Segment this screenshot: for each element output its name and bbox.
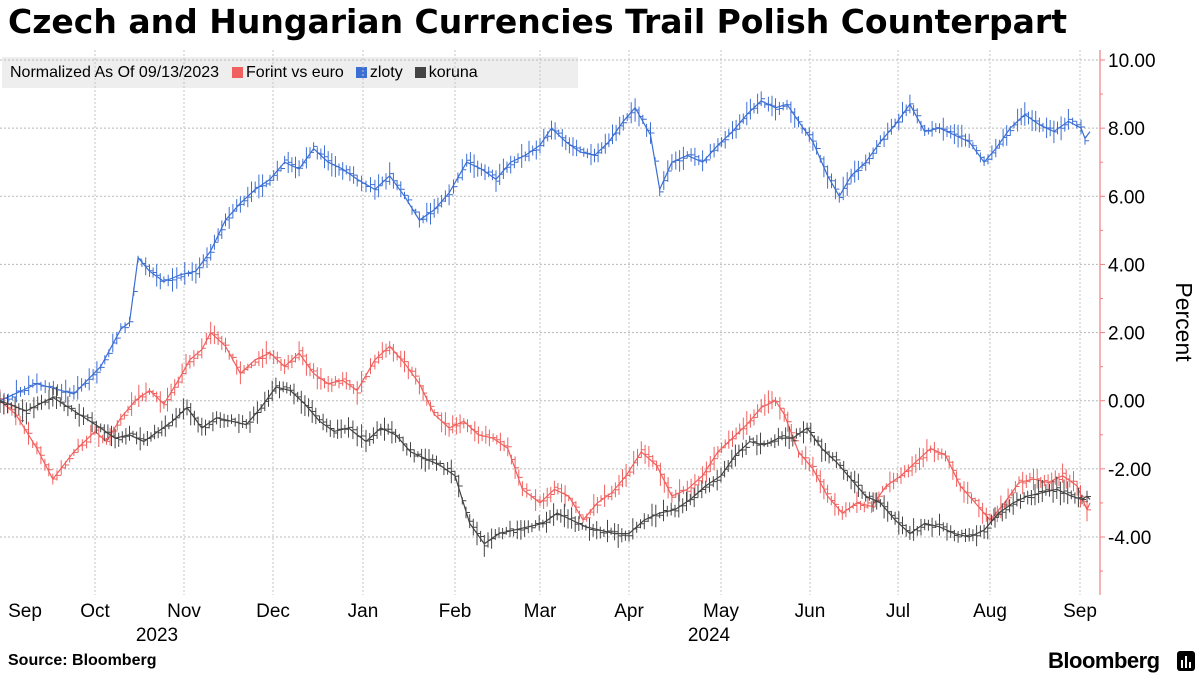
x-tick-label: Oct [80, 601, 110, 622]
legend-item-forint: Forint vs euro [232, 64, 344, 82]
legend-swatch-forint [232, 67, 244, 78]
legend-swatch-zloty [355, 67, 367, 78]
series-koruna [0, 377, 1091, 557]
x-tick-label: Nov [167, 601, 201, 622]
x-tick-label: Feb [439, 601, 472, 622]
series-line-koruna [0, 386, 1091, 545]
x-tick-label: Sep [8, 601, 42, 622]
x-year-label: 2023 [136, 625, 178, 646]
gridlines [0, 50, 1100, 595]
y-tick-label: 2.00 [1108, 324, 1145, 345]
legend-label-forint: Forint vs euro [246, 63, 344, 81]
legend-label-koruna: koruna [428, 63, 478, 81]
legend-item-zloty: zloty [355, 63, 403, 82]
y-tick-label: 4.00 [1108, 255, 1145, 276]
series-forint-vs-euro [0, 321, 1091, 525]
y-tick-label: 10.00 [1108, 51, 1156, 72]
y-tick-label: 0.00 [1108, 392, 1145, 413]
y-tick-label: 8.00 [1108, 119, 1145, 140]
y-tick-label: -4.00 [1108, 528, 1151, 549]
series-line-zloty [0, 100, 1091, 402]
y-tick-label: -2.00 [1108, 460, 1151, 481]
x-tick-label: Jun [795, 601, 826, 622]
legend-label-zloty: zloty [369, 63, 403, 81]
series-zloty [0, 91, 1091, 413]
x-tick-label: Dec [256, 601, 290, 622]
y-axis-title: Percent [1171, 282, 1197, 362]
x-tick-label: Sep [1063, 601, 1097, 622]
series-line-forint-vs-euro [0, 331, 1091, 522]
x-tick-label: Apr [614, 601, 644, 622]
x-tick-label: Jul [886, 601, 910, 622]
bloomberg-logo: Bloomberg [1048, 648, 1160, 673]
y-axis [1099, 50, 1105, 595]
x-tick-label: Jan [348, 601, 379, 622]
x-tick-label: Aug [973, 601, 1007, 622]
axis-ticks: 10.00 8.00 6.00 4.00 2.00 0.00 -2.00 -4.00 Perce… [8, 51, 1197, 646]
legend-swatch-koruna [414, 67, 426, 78]
series-bars-zloty [0, 91, 1089, 413]
y-tick-label: 6.00 [1108, 187, 1145, 208]
x-tick-label: Mar [524, 601, 557, 622]
legend-normalization-label: Normalized As Of 09/13/2023 [10, 63, 220, 81]
source-note: Source: Bloomberg [8, 652, 157, 669]
bloomberg-chart-icon [1177, 651, 1195, 671]
x-tick-label: May [703, 601, 739, 622]
x-year-label: 2024 [688, 625, 731, 646]
chart-title: Czech and Hungarian Currencies Trail Pol… [8, 2, 1067, 41]
series-bars-forint-vs-euro [0, 321, 1091, 525]
legend: Normalized As Of 09/13/2023 Forint vs eu… [2, 57, 578, 88]
series-lines [0, 91, 1091, 557]
legend-item-koruna: koruna [414, 63, 478, 82]
